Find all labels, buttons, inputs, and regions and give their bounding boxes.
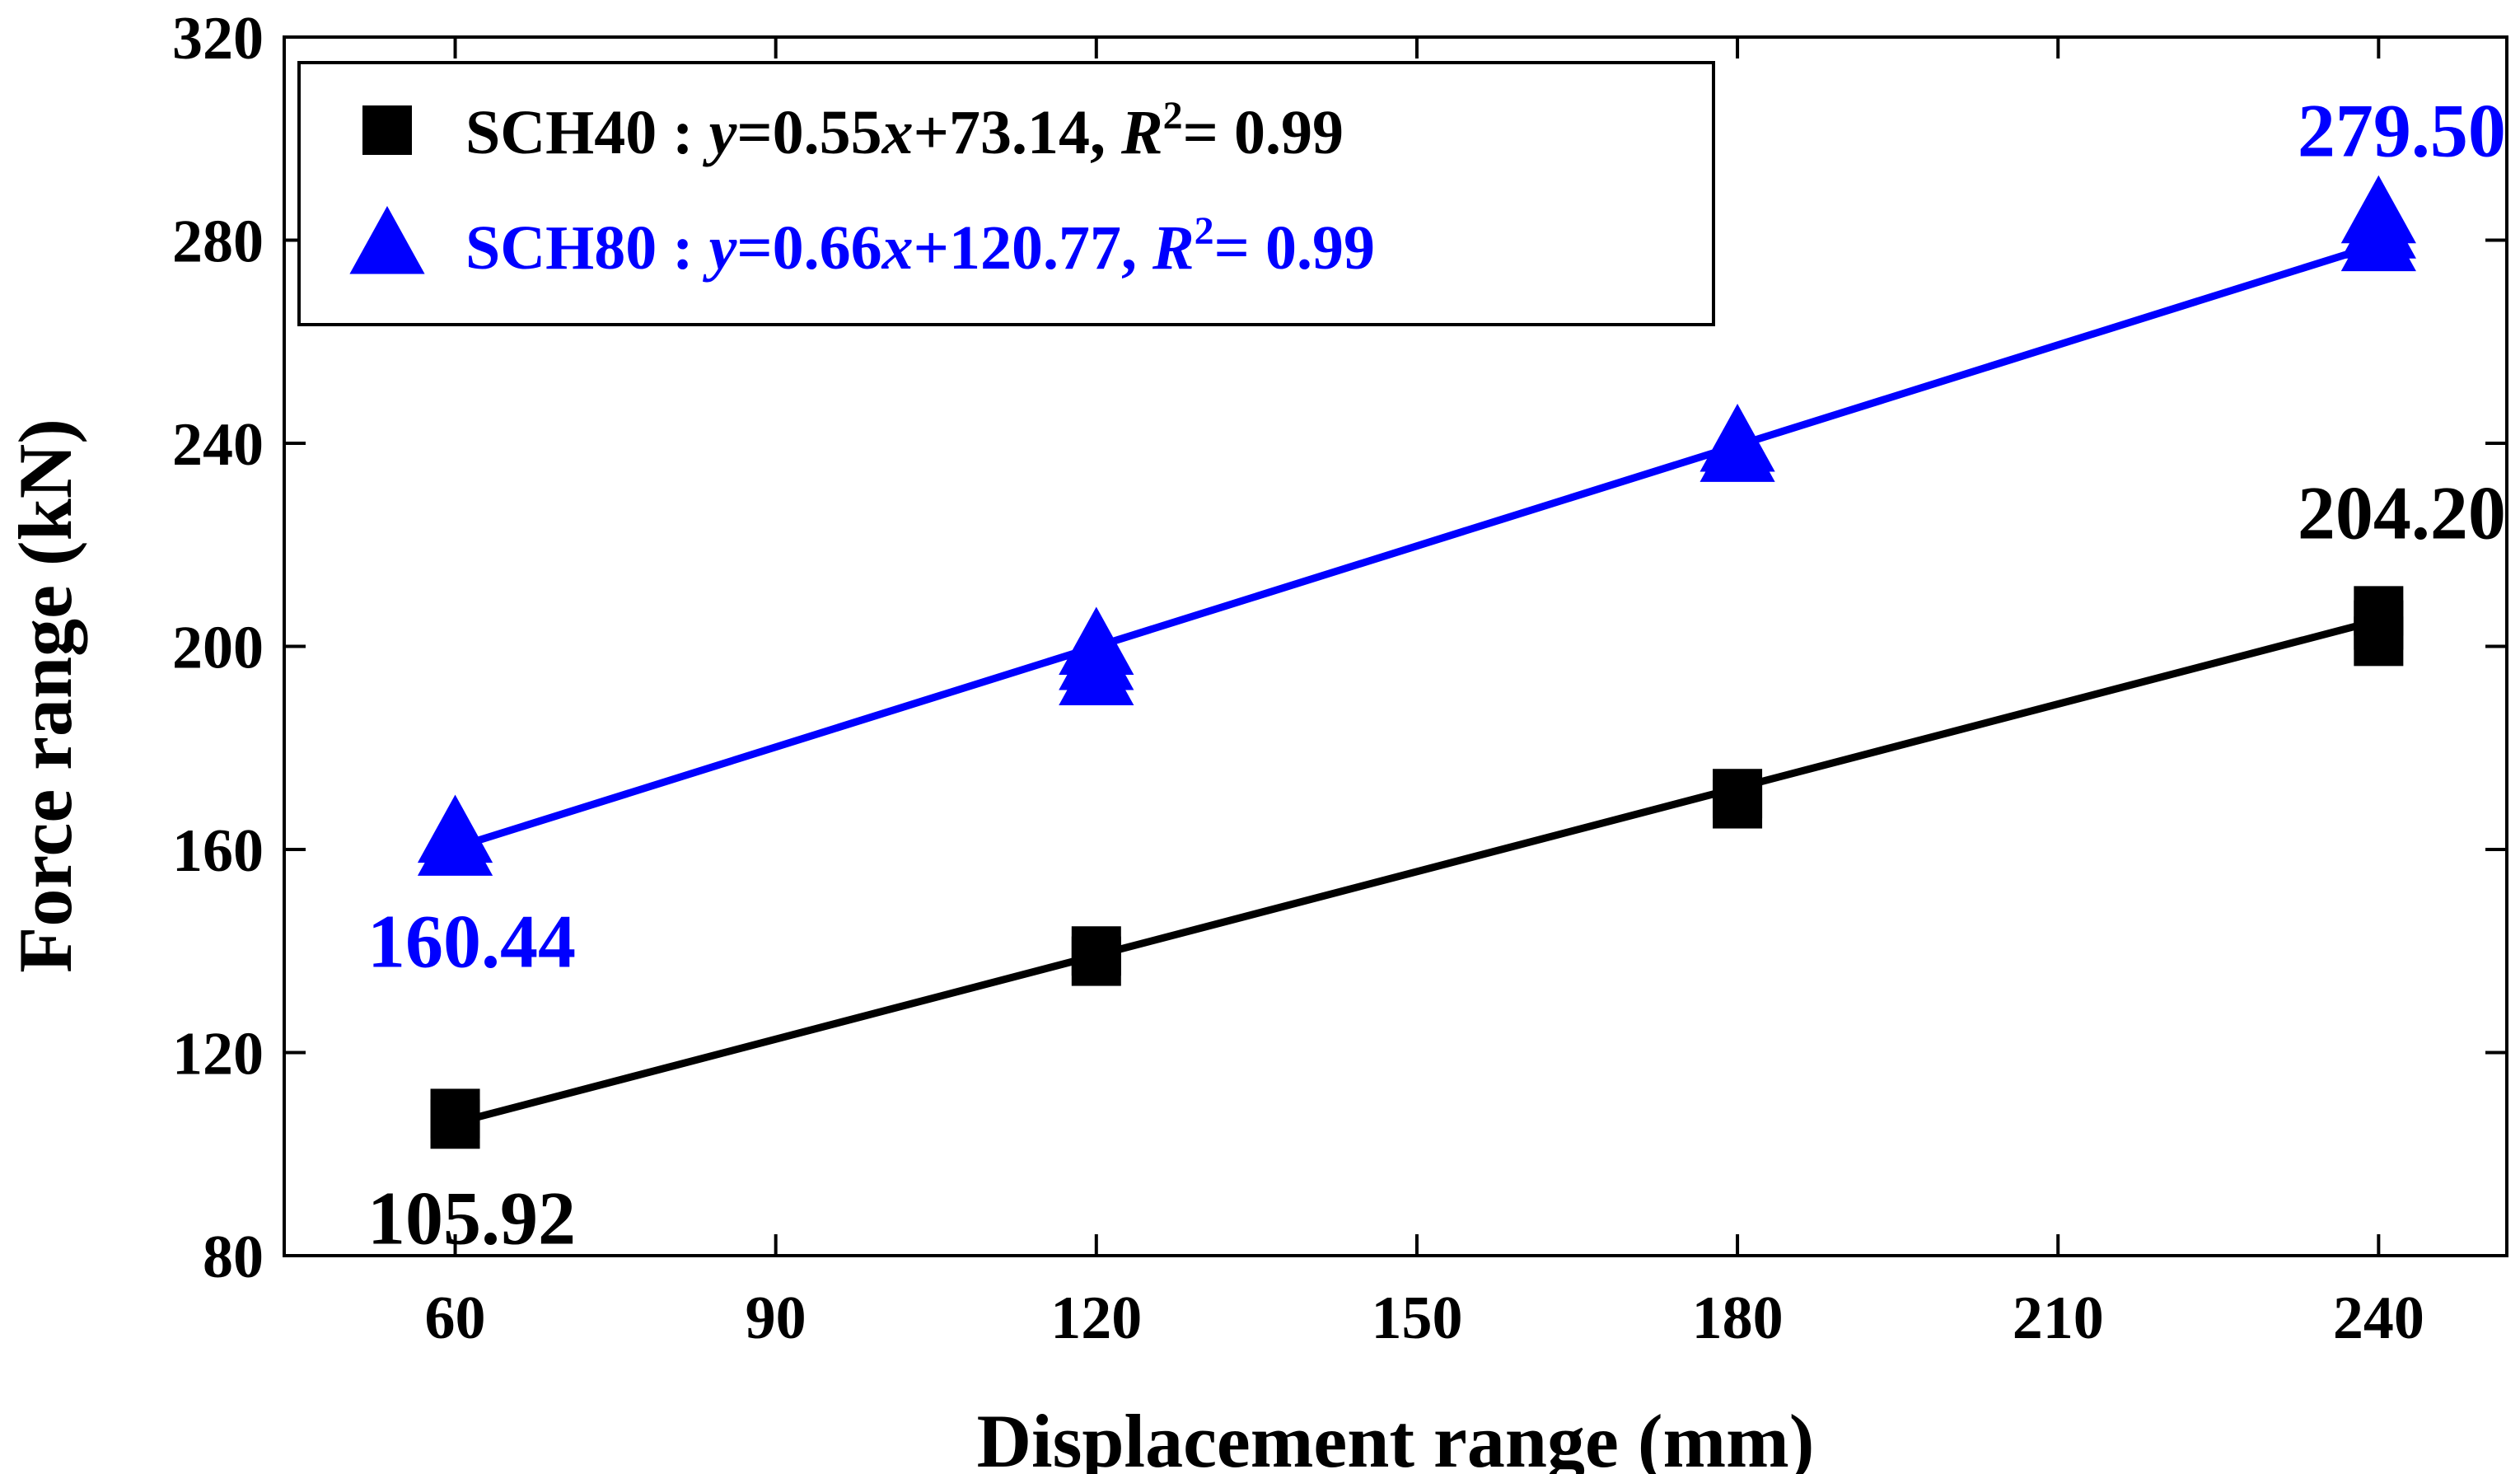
y-axis-title: Force range (kN) [3,419,87,973]
sch80-data-label-0: 160.44 [367,899,576,983]
y-tick-label: 200 [172,615,264,682]
x-tick-label: 150 [1371,1284,1462,1352]
legend-eq-intercept: +120.77, [914,213,1152,283]
data-markers [417,175,2416,1149]
y-tick-label: 80 [203,1224,264,1291]
x-tick-label: 180 [1692,1284,1784,1352]
sch40-data-label-1: 204.20 [2298,471,2506,555]
sch80-legend-entry: SCH80 : y=0.66x+120.77, R2= 0.99 [465,209,1375,283]
x-axis-title: Displacement range (mm) [977,1399,1815,1474]
sch80-point [2340,175,2416,244]
legend-eq-x: x [881,98,914,167]
legend-r-letter: R [1152,213,1195,283]
sch40-point [2354,586,2404,636]
legend-r-superscript: 2 [1195,209,1214,253]
legend-separator: : [657,98,708,167]
sch40-point [1713,769,1763,819]
y-tick-label: 320 [172,5,264,73]
legend-eq-intercept: +73.14, [914,98,1121,167]
legend-eq-slope: =0.66 [736,213,881,283]
legend-eq-slope: =0.55 [736,98,881,167]
sch40-point [430,1088,480,1139]
legend-separator: : [657,213,708,283]
fit-line-sch40 [454,616,2380,1127]
fit-line-sch80 [454,241,2380,852]
sch80-legend-marker [349,206,425,274]
x-tick-label: 90 [746,1284,806,1352]
sch40-data-label-0: 105.92 [367,1176,576,1260]
x-tick-label: 60 [425,1284,486,1352]
sch40-legend-entry: SCH40 : y=0.55x+73.14, R2= 0.99 [465,94,1344,167]
x-tick-label: 210 [2013,1284,2104,1352]
data-labels: 105.92 204.20 160.44 279.50 [367,89,2506,1261]
sch80-point [417,794,493,863]
x-tick-label: 120 [1050,1284,1142,1352]
legend-r-letter: R [1120,98,1163,167]
sch40-point [1071,926,1121,976]
legend: SCH40 : y=0.55x+73.14, R2= 0.99 SCH80 : y… [297,61,1715,326]
sch80-point [1699,404,1775,472]
fit-lines [454,241,2380,1127]
legend-series-name: SCH80 [465,213,657,283]
x-tick-label: 240 [2333,1284,2424,1352]
legend-r-value: = 0.99 [1214,213,1375,283]
y-tick-label: 160 [172,817,264,885]
y-tick-label: 120 [172,1021,264,1088]
axis-ticks: 60 90 120 150 180 210 240 80 120 160 200 240 280 320 [172,5,2507,1352]
legend-eq-x: x [881,213,914,283]
y-tick-label: 240 [172,411,264,479]
legend-r-value: = 0.99 [1183,98,1344,167]
legend-series-name: SCH40 [465,98,657,167]
sch80-data-label-1: 279.50 [2298,89,2506,173]
legend-r-superscript: 2 [1163,94,1183,138]
y-tick-label: 280 [172,208,264,276]
sch40-legend-marker [362,105,412,155]
sch80-point [1059,606,1134,676]
legend-box [297,61,1715,326]
